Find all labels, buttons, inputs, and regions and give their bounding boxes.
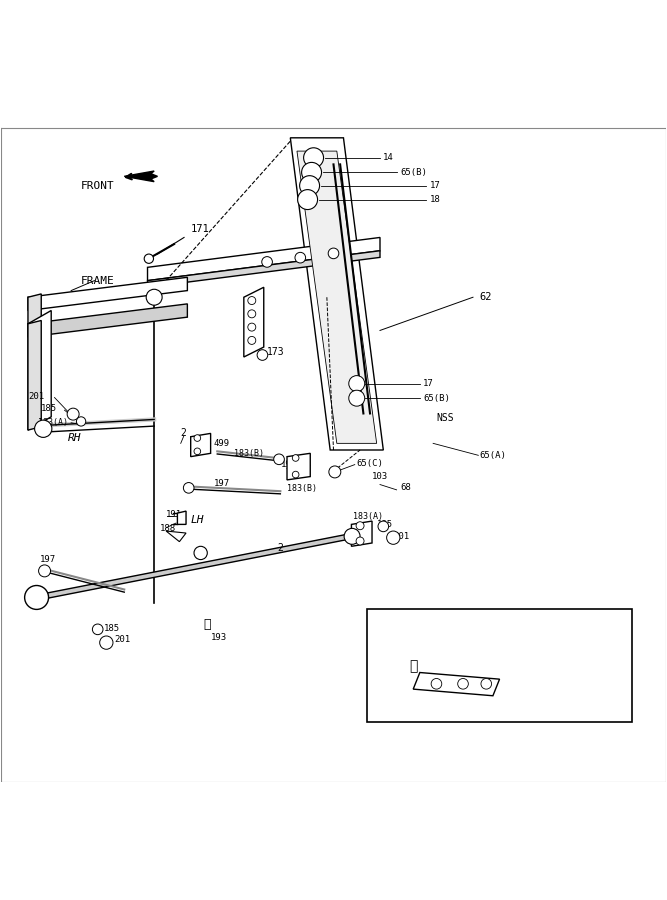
Text: ASSIST SIDE: ASSIST SIDE <box>400 617 469 627</box>
Text: 65(B): 65(B) <box>400 168 427 177</box>
Circle shape <box>35 420 52 437</box>
Text: 197: 197 <box>280 460 297 469</box>
Circle shape <box>248 310 255 318</box>
Text: 171: 171 <box>191 224 209 235</box>
Polygon shape <box>28 304 187 338</box>
Circle shape <box>99 636 113 649</box>
Text: 68: 68 <box>400 483 411 492</box>
Circle shape <box>261 256 272 267</box>
Circle shape <box>295 252 305 263</box>
Circle shape <box>146 289 162 305</box>
Circle shape <box>194 448 201 454</box>
Polygon shape <box>287 454 310 480</box>
Text: 65(B): 65(B) <box>423 393 450 402</box>
Text: 185: 185 <box>104 624 121 633</box>
Circle shape <box>329 466 341 478</box>
Circle shape <box>297 190 317 210</box>
Circle shape <box>194 546 207 560</box>
Text: FRAME: FRAME <box>81 275 115 285</box>
Polygon shape <box>166 531 186 542</box>
Circle shape <box>356 537 364 545</box>
Text: 62: 62 <box>480 292 492 302</box>
Circle shape <box>431 679 442 689</box>
Text: 17: 17 <box>430 181 441 190</box>
Text: 185: 185 <box>41 404 57 413</box>
Circle shape <box>93 624 103 634</box>
Text: NSS: NSS <box>436 413 454 423</box>
Circle shape <box>292 454 299 462</box>
Polygon shape <box>28 310 51 430</box>
Circle shape <box>144 254 153 264</box>
Polygon shape <box>177 511 186 525</box>
Text: Ⓐ: Ⓐ <box>409 659 418 673</box>
Circle shape <box>356 522 364 530</box>
Text: 17: 17 <box>423 379 434 388</box>
Circle shape <box>292 472 299 478</box>
Circle shape <box>303 148 323 167</box>
Circle shape <box>248 337 255 345</box>
Circle shape <box>248 297 255 304</box>
Text: 173: 173 <box>267 346 285 356</box>
Circle shape <box>273 454 284 464</box>
Text: 185: 185 <box>377 520 393 529</box>
Text: 2: 2 <box>181 428 187 438</box>
Polygon shape <box>244 287 263 357</box>
Text: 18: 18 <box>430 195 441 204</box>
Polygon shape <box>147 251 380 287</box>
Text: 193: 193 <box>211 633 227 642</box>
Polygon shape <box>191 434 211 456</box>
Text: 65(A): 65(A) <box>480 451 506 460</box>
Circle shape <box>299 176 319 195</box>
Circle shape <box>248 323 255 331</box>
Circle shape <box>194 435 201 441</box>
Polygon shape <box>28 294 41 324</box>
Polygon shape <box>147 238 380 281</box>
Text: 14: 14 <box>384 153 394 162</box>
Text: Ⓐ: Ⓐ <box>203 618 211 631</box>
Circle shape <box>39 565 51 577</box>
Text: 183(B): 183(B) <box>234 449 264 458</box>
Text: 197: 197 <box>214 479 230 488</box>
Text: 168: 168 <box>244 316 261 326</box>
Text: FRONT: FRONT <box>81 181 115 192</box>
Circle shape <box>378 521 389 532</box>
Polygon shape <box>124 171 157 182</box>
Polygon shape <box>28 277 187 310</box>
Circle shape <box>387 531 400 544</box>
Text: 183(A): 183(A) <box>354 512 384 521</box>
Circle shape <box>481 679 492 689</box>
Text: 65(C): 65(C) <box>357 459 384 468</box>
Circle shape <box>257 350 267 360</box>
Circle shape <box>328 248 339 258</box>
Polygon shape <box>352 521 372 546</box>
Polygon shape <box>28 320 41 430</box>
Polygon shape <box>414 672 500 696</box>
Text: 2: 2 <box>277 544 283 554</box>
Circle shape <box>183 482 194 493</box>
FancyBboxPatch shape <box>367 609 632 723</box>
Text: 499: 499 <box>214 439 230 448</box>
Circle shape <box>349 391 365 406</box>
Text: 201: 201 <box>114 635 131 644</box>
Polygon shape <box>290 138 384 450</box>
Circle shape <box>344 528 360 544</box>
Text: 183(B): 183(B) <box>287 484 317 493</box>
Circle shape <box>77 417 86 426</box>
Text: RH: RH <box>68 433 81 443</box>
Circle shape <box>301 162 321 183</box>
Circle shape <box>67 409 79 420</box>
Polygon shape <box>297 151 377 444</box>
Text: 188: 188 <box>159 524 175 533</box>
Text: 191: 191 <box>166 510 182 519</box>
Circle shape <box>458 679 468 689</box>
Text: 197: 197 <box>40 555 56 564</box>
Circle shape <box>25 586 49 609</box>
Text: 183(A): 183(A) <box>38 418 68 427</box>
Text: 201: 201 <box>28 392 44 401</box>
Circle shape <box>349 375 365 392</box>
Text: LH: LH <box>191 515 204 525</box>
Text: 103: 103 <box>372 472 388 482</box>
Text: 192: 192 <box>493 670 509 679</box>
Text: 201: 201 <box>394 532 410 541</box>
